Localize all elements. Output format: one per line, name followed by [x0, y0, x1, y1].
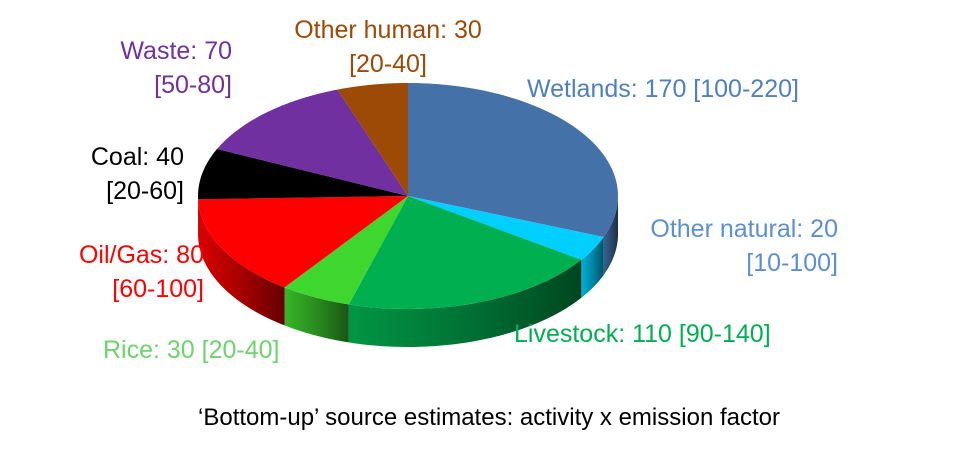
label-other-human: Other human: 30 [20-40] — [294, 16, 482, 78]
label-wetlands: Wetlands: 170 [100-220] — [527, 75, 799, 103]
label-other-natural: Other natural: 20 [10-100] — [650, 215, 838, 277]
pie-slice-waste — [216, 89, 408, 196]
pie-side-walls — [198, 196, 618, 347]
pie-slice-oil-gas — [198, 196, 408, 288]
pie-wall-rice — [284, 287, 349, 343]
label-livestock: Livestock: 110 [90-140] — [514, 320, 771, 348]
chart-caption: ‘Bottom-up’ source estimates: activity x… — [198, 404, 780, 431]
pie-wall-wetlands — [603, 196, 618, 275]
pie-slice-other-natural — [408, 196, 604, 260]
pie-wall-livestock — [348, 259, 582, 347]
pie-wall-oil-gas — [198, 199, 285, 326]
pie-slice-coal — [198, 149, 408, 200]
label-coal: Coal: 40 [20-60] — [90, 143, 184, 205]
pie-slice-rice — [284, 196, 408, 305]
pie-slice-other-human — [337, 83, 408, 196]
label-oil-gas: Oil/Gas: 80 [60-100] — [78, 241, 204, 303]
pie-top — [198, 83, 618, 309]
label-waste: Waste: 70 [50-80] — [120, 37, 232, 99]
pie-wall-other-natural — [581, 237, 604, 298]
pie-slice-wetlands — [408, 83, 618, 237]
label-rice: Rice: 30 [20-40] — [103, 336, 280, 364]
pie-slice-livestock — [348, 196, 582, 309]
